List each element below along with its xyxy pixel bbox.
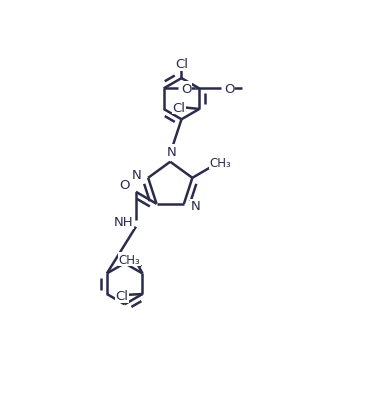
Text: O: O — [181, 83, 191, 96]
Text: Cl: Cl — [175, 58, 188, 71]
Text: Cl: Cl — [172, 101, 185, 114]
Text: NH: NH — [114, 216, 134, 229]
Text: O: O — [224, 83, 235, 96]
Text: N: N — [167, 145, 177, 158]
Text: N: N — [132, 168, 142, 181]
Text: N: N — [190, 200, 200, 213]
Text: O: O — [119, 178, 130, 191]
Text: CH₃: CH₃ — [210, 156, 231, 169]
Text: Cl: Cl — [115, 290, 129, 303]
Text: CH₃: CH₃ — [118, 253, 140, 266]
